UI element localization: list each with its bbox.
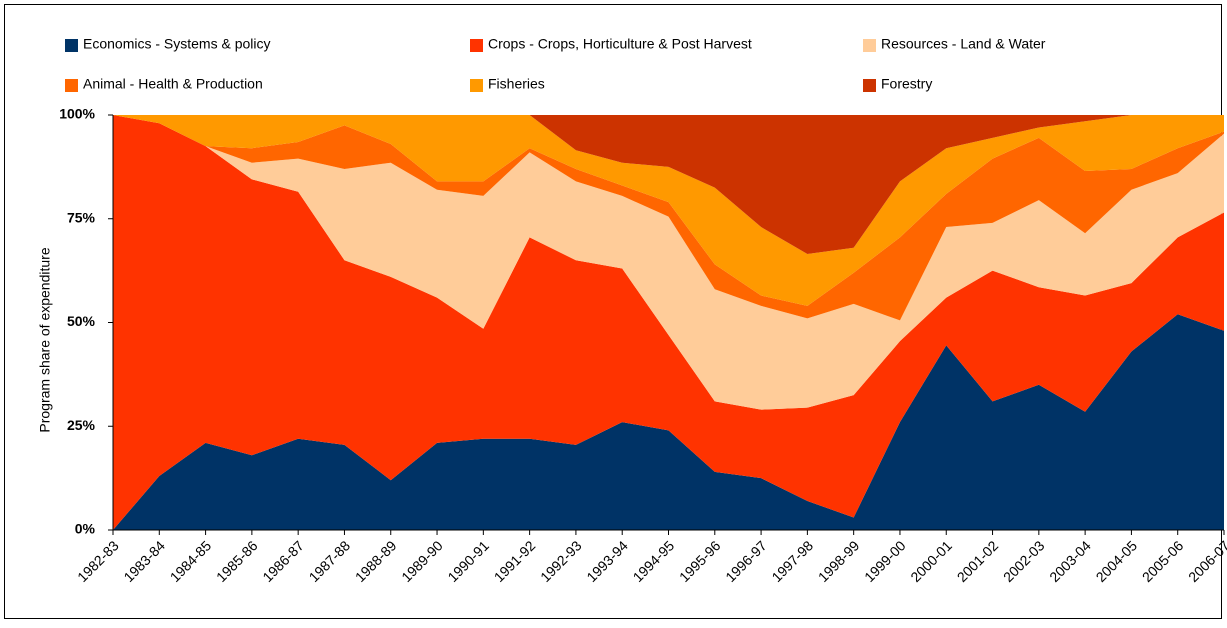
legend-swatch — [863, 39, 876, 52]
legend-swatch — [470, 79, 483, 92]
area — [113, 115, 1224, 410]
y-tick-label: 100% — [59, 106, 95, 122]
legend-swatch — [863, 79, 876, 92]
legend-swatch — [65, 39, 78, 52]
legend-swatch — [65, 79, 78, 92]
legend-label: Fisheries — [488, 76, 545, 92]
legend-label: Resources - Land & Water — [881, 36, 1046, 52]
y-tick-label: 50% — [67, 313, 96, 329]
legend-label: Animal - Health & Production — [83, 76, 263, 92]
legend-label: Forestry — [881, 76, 932, 92]
legend-swatch — [470, 39, 483, 52]
area — [113, 115, 1224, 530]
area — [113, 115, 1224, 306]
legend-label: Crops - Crops, Horticulture & Post Harve… — [488, 36, 752, 52]
area — [113, 314, 1224, 530]
y-tick-label: 25% — [67, 417, 96, 433]
area — [113, 115, 1224, 321]
y-axis-title: Program share of expenditure — [37, 247, 53, 432]
legend-label: Economics - Systems & policy — [83, 36, 271, 52]
area — [113, 115, 1224, 255]
y-tick-label: 0% — [75, 521, 96, 537]
y-tick-label: 75% — [67, 209, 96, 225]
